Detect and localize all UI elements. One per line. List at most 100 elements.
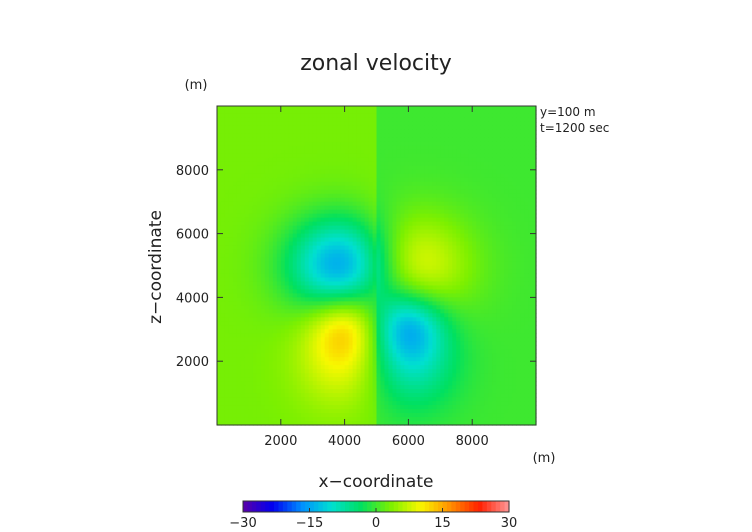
field-cell (468, 193, 473, 199)
field-cell (372, 241, 378, 247)
field-cell (352, 117, 358, 123)
field-cell (308, 189, 314, 195)
field-cell (372, 289, 378, 295)
field-cell (532, 185, 537, 191)
field-cell (248, 233, 254, 239)
field-cell (424, 117, 429, 123)
field-cell (244, 133, 250, 139)
field-cell (432, 121, 437, 127)
field-cell (296, 289, 302, 295)
field-cell (328, 241, 334, 247)
field-cell (312, 317, 318, 322)
field-cell (420, 253, 425, 259)
field-cell (388, 197, 394, 203)
field-cell (464, 237, 469, 243)
field-cell (520, 117, 525, 123)
field-cell (280, 129, 286, 135)
field-cell (484, 165, 489, 171)
field-cell (276, 141, 282, 147)
field-cell (384, 225, 390, 231)
field-cell (440, 317, 445, 322)
field-cell (244, 177, 250, 183)
field-cell (516, 273, 521, 279)
field-cell (460, 241, 465, 247)
field-cell (396, 281, 402, 287)
field-cell (456, 117, 461, 123)
field-cell (217, 121, 222, 127)
field-cell (380, 217, 386, 223)
field-cell (408, 257, 413, 263)
field-cell (364, 217, 370, 223)
field-cell (244, 345, 250, 350)
field-cell (452, 225, 457, 231)
field-cell (344, 137, 350, 143)
field-cell (448, 245, 453, 251)
field-cell (244, 185, 250, 191)
field-cell (360, 213, 366, 219)
field-cell (492, 237, 497, 243)
field-cell (468, 113, 473, 119)
field-cell (232, 209, 238, 215)
field-cell (508, 257, 513, 263)
field-cell (388, 289, 394, 295)
field-cell (428, 245, 433, 251)
field-cell (300, 129, 306, 135)
field-cell (232, 317, 238, 322)
field-cell (404, 121, 409, 127)
field-cell (228, 221, 234, 227)
field-cell (436, 225, 441, 231)
field-cell (392, 157, 398, 163)
field-cell (252, 221, 258, 227)
field-cell (464, 229, 469, 235)
field-cell (524, 309, 529, 314)
field-cell (420, 293, 425, 298)
field-cell (340, 177, 346, 183)
field-cell (416, 285, 421, 291)
field-cell (420, 321, 425, 326)
field-cell (508, 349, 513, 354)
field-cell (404, 217, 409, 223)
field-cell (376, 157, 382, 163)
field-cell (460, 293, 465, 298)
field-cell (228, 333, 234, 338)
field-cell (217, 197, 222, 203)
field-cell (484, 137, 489, 143)
field-cell (504, 129, 509, 135)
field-cell (512, 109, 517, 115)
field-cell (444, 317, 449, 322)
field-cell (372, 149, 378, 155)
field-cell (516, 329, 521, 334)
field-cell (424, 345, 429, 350)
field-cell (376, 197, 382, 203)
field-cell (400, 169, 406, 175)
field-cell (516, 265, 521, 271)
field-cell (232, 233, 238, 239)
field-cell (408, 197, 413, 203)
field-cell (224, 317, 230, 322)
field-cell (232, 189, 238, 195)
field-cell (340, 349, 346, 354)
field-cell (472, 261, 477, 267)
field-cell (276, 289, 282, 295)
field-cell (508, 281, 513, 287)
field-cell (244, 157, 250, 163)
field-cell (336, 225, 342, 231)
field-cell (432, 273, 437, 279)
field-cell (520, 125, 525, 131)
field-cell (472, 137, 477, 143)
field-cell (452, 345, 457, 350)
field-cell (420, 273, 425, 279)
field-cell (480, 313, 485, 318)
field-cell (428, 309, 433, 314)
field-cell (488, 321, 493, 326)
field-cell (524, 285, 529, 291)
field-cell (248, 133, 254, 139)
field-cell (452, 161, 457, 167)
field-cell (356, 325, 362, 330)
field-cell (344, 285, 350, 291)
field-cell (372, 117, 378, 123)
field-cell (396, 317, 402, 322)
field-cell (460, 109, 465, 115)
field-cell (480, 157, 485, 163)
field-cell (288, 349, 294, 354)
